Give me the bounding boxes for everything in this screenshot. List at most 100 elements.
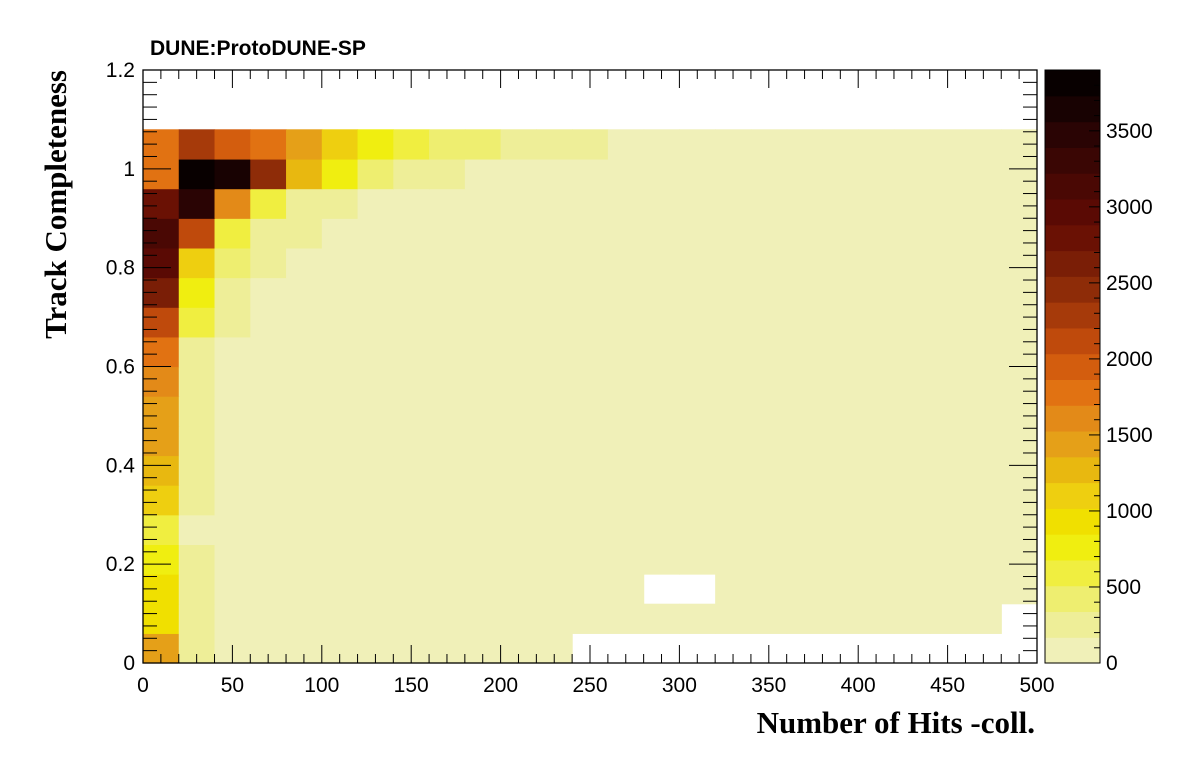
heatmap-cell — [500, 425, 537, 457]
heatmap-cell — [178, 247, 216, 279]
colorbar-segment — [1045, 250, 1100, 277]
heatmap-cell — [357, 188, 394, 219]
heatmap-cell — [965, 514, 1002, 545]
heatmap-cell — [893, 366, 931, 397]
heatmap-cell — [786, 247, 824, 279]
heatmap-cell — [715, 158, 752, 190]
heatmap-cell — [786, 603, 824, 634]
heatmap-cell — [321, 574, 359, 605]
colorbar-segment — [1045, 121, 1100, 148]
heatmap-cell — [464, 603, 502, 634]
heatmap-cell — [286, 129, 323, 160]
heatmap-cell — [250, 574, 287, 605]
heatmap-cell — [393, 336, 430, 368]
heatmap-cell — [393, 366, 430, 397]
x-axis-label: Number of Hits -coll. — [757, 705, 1035, 740]
heatmap-cell — [321, 455, 359, 486]
heatmap-cell — [286, 158, 323, 190]
heatmap-cell — [429, 544, 466, 575]
heatmap-cell — [715, 544, 752, 575]
heatmap-cell — [822, 455, 859, 486]
heatmap-cell — [393, 158, 430, 190]
heatmap-cell — [500, 247, 537, 279]
heatmap-cell — [679, 307, 716, 338]
heatmap-cell — [214, 544, 251, 575]
heatmap-cell — [429, 158, 466, 190]
y-tick-label: 0.2 — [106, 553, 135, 576]
colorbar-tick-label: 2500 — [1106, 272, 1153, 295]
heatmap-cell — [286, 544, 323, 575]
chart-title: DUNE:ProtoDUNE-SP — [150, 37, 366, 60]
heatmap-cell — [786, 129, 824, 160]
heatmap-cell — [965, 247, 1002, 279]
heatmap-cell — [858, 544, 895, 575]
heatmap-cell — [643, 514, 680, 545]
heatmap-cell — [321, 336, 359, 368]
heatmap-cell — [786, 514, 824, 545]
heatmap-cell — [286, 574, 323, 605]
heatmap-cell — [429, 396, 466, 427]
heatmap-cell — [393, 514, 430, 545]
heatmap-cell — [572, 514, 609, 545]
colorbar-segment — [1045, 276, 1100, 303]
heatmap-cell — [321, 396, 359, 427]
heatmap-cell — [750, 366, 788, 397]
heatmap-cell — [679, 188, 716, 219]
heatmap-cell — [429, 307, 466, 338]
heatmap-cell — [178, 158, 216, 190]
y-axis-label: Track Completeness — [38, 70, 73, 339]
heatmap-cell — [536, 277, 573, 308]
heatmap-cell — [679, 129, 716, 160]
heatmap-cell — [429, 277, 466, 308]
heatmap-cell — [715, 366, 752, 397]
heatmap-cell — [429, 485, 466, 516]
heatmap-cell — [464, 307, 502, 338]
heatmap-cell — [321, 218, 359, 249]
heatmap-cell — [607, 396, 645, 427]
colorbar-segment — [1045, 327, 1100, 355]
heatmap-cell — [143, 218, 180, 249]
colorbar-segment — [1045, 173, 1100, 200]
heatmap-cell — [286, 188, 323, 219]
heatmap-cell — [500, 514, 537, 545]
colorbar-segment — [1045, 482, 1100, 509]
colorbar-segment — [1045, 585, 1100, 613]
heatmap-cell — [214, 603, 251, 634]
heatmap-cell — [607, 247, 645, 279]
heatmap-cell — [464, 396, 502, 427]
heatmap-cell — [572, 158, 609, 190]
heatmap-cell — [143, 158, 180, 190]
heatmap-cell — [464, 218, 502, 249]
heatmap-cell — [536, 218, 573, 249]
heatmap-cell — [536, 396, 573, 427]
heatmap-cell — [429, 366, 466, 397]
heatmap-cell — [429, 455, 466, 486]
heatmap-cell — [250, 485, 287, 516]
heatmap-cell — [357, 247, 394, 279]
heatmap-cell — [393, 425, 430, 457]
heatmap-cell — [214, 485, 251, 516]
y-axis: 0 0.2 0.4 0.6 0.8 1 1.2 — [106, 59, 1037, 675]
heatmap-cell — [321, 158, 359, 190]
heatmap-cell — [572, 603, 609, 634]
heatmap-cell — [572, 188, 609, 219]
heatmap-cell — [214, 574, 251, 605]
heatmap-cell — [893, 455, 931, 486]
heatmap-cell — [214, 158, 251, 190]
heatmap-cell — [393, 603, 430, 634]
heatmap-cell — [858, 158, 895, 190]
heatmap-cell — [965, 129, 1002, 160]
heatmap-cell — [572, 366, 609, 397]
heatmap-cell — [893, 129, 931, 160]
heatmap-cell — [464, 366, 502, 397]
heatmap-cell — [500, 396, 537, 427]
heatmap-cell — [607, 336, 645, 368]
heatmap-cell — [214, 307, 251, 338]
heatmap-cell — [536, 336, 573, 368]
heatmap-cell — [321, 247, 359, 279]
heatmap-cell — [536, 544, 573, 575]
heatmap-cell — [607, 218, 645, 249]
heatmap-cell — [357, 218, 394, 249]
heatmap-cell — [178, 455, 216, 486]
heatmap-cell — [393, 307, 430, 338]
